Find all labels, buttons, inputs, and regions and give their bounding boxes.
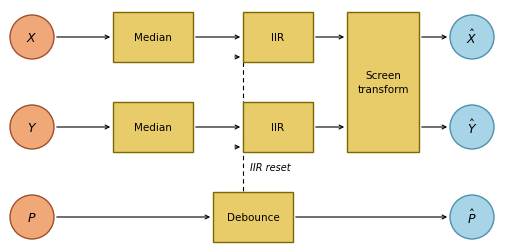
Bar: [113, 102, 193, 152]
Text: Median: Median: [134, 33, 172, 43]
Circle shape: [450, 195, 494, 239]
Bar: [213, 192, 293, 242]
Text: $\hat{X}$: $\hat{X}$: [466, 29, 478, 47]
Circle shape: [10, 16, 54, 60]
Text: Screen
transform: Screen transform: [357, 71, 409, 94]
Text: IIR reset: IIR reset: [250, 162, 291, 172]
Circle shape: [10, 106, 54, 150]
Text: Median: Median: [134, 122, 172, 132]
Bar: [243, 102, 313, 152]
Bar: [113, 13, 193, 63]
Bar: [243, 13, 313, 63]
Text: IIR: IIR: [271, 33, 284, 43]
Text: $P$: $P$: [27, 211, 37, 224]
Circle shape: [10, 195, 54, 239]
Circle shape: [450, 106, 494, 150]
Text: $X$: $X$: [26, 31, 38, 44]
Text: IIR: IIR: [271, 122, 284, 132]
Bar: [347, 13, 419, 152]
Text: $\hat{Y}$: $\hat{Y}$: [467, 118, 477, 136]
Text: $\hat{P}$: $\hat{P}$: [467, 208, 477, 226]
Text: Debounce: Debounce: [227, 212, 279, 222]
Text: $Y$: $Y$: [27, 121, 37, 134]
Circle shape: [450, 16, 494, 60]
